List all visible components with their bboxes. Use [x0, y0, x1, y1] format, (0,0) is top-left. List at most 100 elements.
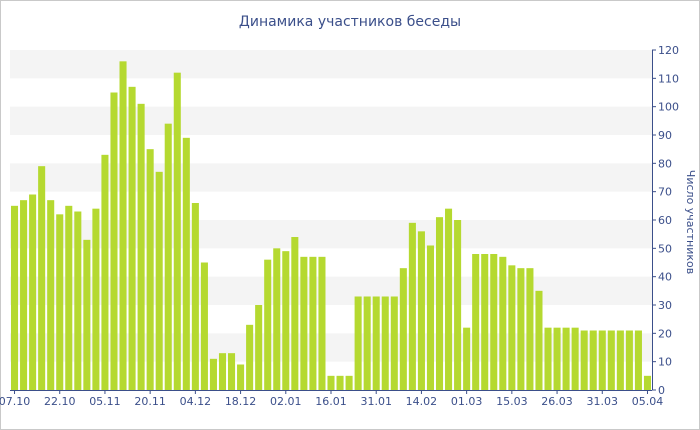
y-tick-label: 90: [658, 129, 672, 142]
bar: [508, 265, 516, 390]
bar: [372, 296, 380, 390]
bar: [598, 330, 606, 390]
bar: [589, 330, 597, 390]
bar: [336, 375, 344, 390]
bar: [390, 296, 398, 390]
bar: [29, 194, 37, 390]
bar: [246, 324, 254, 390]
bar: [526, 268, 534, 390]
bar: [128, 86, 136, 390]
bar: [435, 217, 444, 390]
bar: [354, 296, 362, 390]
bar: [146, 149, 154, 390]
bar: [472, 254, 480, 390]
bar: [571, 327, 579, 390]
bar: [417, 231, 425, 390]
grid-band: [10, 50, 652, 79]
bar: [481, 254, 489, 390]
bar: [580, 330, 588, 390]
bar: [209, 358, 217, 390]
y-tick-label: 100: [658, 101, 679, 114]
bar: [616, 330, 624, 390]
bar: [47, 200, 55, 390]
x-tick-label: 26.03: [541, 395, 573, 408]
bars: [10, 61, 652, 391]
bar: [10, 205, 19, 390]
bar: [445, 208, 453, 390]
y-tick-labels: 0 10 20 30 40 50 60 70 80 90 100 110 120: [652, 44, 679, 397]
y-tick-label: 70: [658, 186, 672, 199]
x-tick-label: 07.10: [0, 395, 30, 408]
bar: [101, 154, 109, 390]
bar: [74, 211, 82, 390]
bar: [273, 248, 281, 390]
bar: [200, 262, 208, 390]
bar: [553, 327, 561, 390]
bar: [562, 327, 570, 390]
x-tick-labels: 07.10 22.10 05.11 20.11 04.12 18.12 02.01 16.01…: [0, 390, 663, 408]
bar: [237, 364, 245, 390]
y-tick-label: 10: [658, 356, 672, 369]
bar: [228, 353, 236, 390]
bar: [643, 375, 652, 390]
y-tick-label: 0: [658, 384, 665, 397]
bar: [426, 245, 434, 390]
bar: [173, 72, 181, 391]
x-tick-label: 14.02: [406, 395, 438, 408]
bar: [56, 214, 64, 390]
bar: [454, 220, 462, 390]
bar: [309, 256, 317, 390]
y-tick-label: 40: [658, 271, 672, 284]
x-tick-label: 04.12: [180, 395, 212, 408]
bar: [517, 268, 525, 390]
bar: [255, 305, 263, 390]
x-tick-label: 31.03: [587, 395, 619, 408]
bar: [499, 256, 507, 390]
bar: [92, 208, 100, 390]
bar: [83, 239, 91, 390]
bar: [363, 296, 371, 390]
x-tick-label: 05.04: [632, 395, 664, 408]
bar: [535, 290, 543, 390]
bar: [625, 330, 633, 390]
bar: [300, 256, 308, 390]
bar: [110, 92, 118, 390]
x-tick-label: 22.10: [44, 395, 76, 408]
bar: [155, 171, 163, 390]
x-tick-label: 31.01: [360, 395, 392, 408]
bar: [544, 327, 552, 390]
bar: [318, 256, 326, 390]
bar: [65, 205, 73, 390]
bar: [137, 103, 145, 390]
bar: [634, 330, 642, 390]
bar: [119, 61, 127, 390]
y-axis-label: Число участников: [684, 170, 697, 274]
bar: [182, 137, 190, 390]
bar: [191, 203, 199, 390]
y-tick-label: 80: [658, 157, 672, 170]
x-tick-label: 01.03: [451, 395, 483, 408]
bar: [408, 222, 416, 390]
bar: [218, 353, 227, 390]
y-tick-label: 110: [658, 72, 679, 85]
y-tick-label: 60: [658, 214, 672, 227]
bar: [345, 375, 353, 390]
x-tick-label: 02.01: [270, 395, 302, 408]
y-tick-label: 120: [658, 44, 679, 57]
chart-title: Динамика участников беседы: [238, 14, 462, 30]
x-tick-label: 16.01: [315, 395, 347, 408]
bar: [20, 200, 28, 390]
bar: [38, 166, 46, 390]
bar: [164, 123, 172, 391]
grid-band: [10, 106, 652, 135]
bar: [282, 251, 290, 390]
y-tick-label: 30: [658, 299, 672, 312]
x-tick-label: 18.12: [225, 395, 257, 408]
bar: [607, 330, 615, 390]
x-tick-label: 05.11: [89, 395, 121, 408]
bar: [291, 237, 299, 390]
bar: [264, 259, 272, 390]
bar: [327, 375, 335, 390]
y-tick-label: 20: [658, 327, 672, 340]
